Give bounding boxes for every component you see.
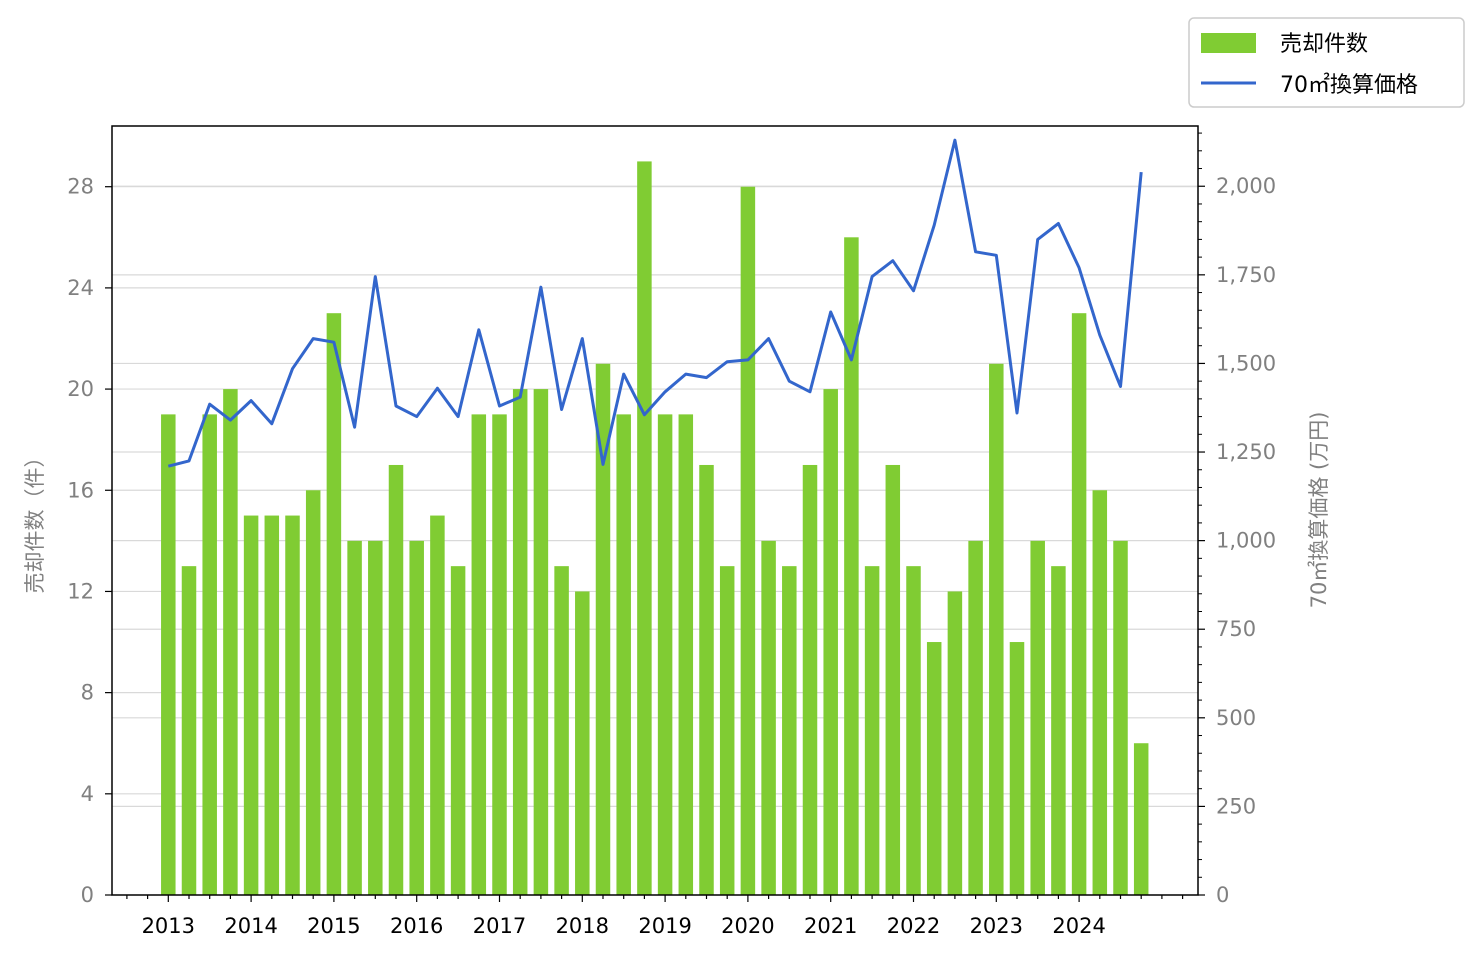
x-tick-label: 2013: [142, 914, 195, 938]
bar: [719, 566, 735, 895]
x-tick-label: 2014: [224, 914, 277, 938]
bar: [181, 566, 197, 895]
y-left-tick-label: 8: [81, 681, 94, 705]
bar: [989, 363, 1004, 895]
y-left-tick-label: 0: [81, 883, 94, 907]
legend-line-label: 70㎡換算価格: [1280, 72, 1418, 98]
bar: [1133, 743, 1149, 895]
bar: [1071, 313, 1087, 895]
legend-bar-label: 売却件数: [1280, 32, 1368, 57]
bar: [409, 540, 424, 895]
bar: [388, 464, 404, 895]
bar: [823, 389, 838, 895]
bar: [761, 540, 776, 895]
bar: [926, 642, 942, 895]
x-tick-label: 2023: [970, 914, 1023, 938]
bar: [305, 490, 321, 895]
bar: [202, 414, 217, 895]
bar: [802, 464, 818, 895]
x-tick-label: 2015: [307, 914, 360, 938]
y-right-tick-label: 750: [1216, 617, 1256, 641]
y-right-tick-label: 1,750: [1216, 263, 1276, 287]
x-tick-label: 2016: [390, 914, 443, 938]
bar: [968, 540, 983, 895]
bar: [347, 540, 362, 895]
legend-bar-swatch: [1201, 33, 1256, 53]
x-tick-label: 2022: [887, 914, 940, 938]
bar: [1051, 566, 1066, 895]
y-axis-left: 0 4 8 12 16 20 24 28: [67, 175, 112, 907]
x-tick-label: 2020: [721, 914, 774, 938]
y-axis-left-label: 売却件数（件）: [23, 447, 47, 594]
bar: [368, 540, 383, 895]
bar: [678, 414, 694, 895]
y-right-tick-label: 2,000: [1216, 174, 1276, 198]
bar: [637, 161, 652, 895]
legend-frame: [1188, 17, 1465, 108]
y-left-tick-label: 4: [81, 782, 94, 806]
bar: [285, 515, 300, 895]
bar: [450, 566, 466, 895]
y-right-tick-label: 0: [1216, 883, 1229, 907]
y-right-tick-label: 1,250: [1216, 440, 1276, 464]
bar: [864, 566, 880, 895]
y-left-tick-label: 24: [67, 276, 94, 300]
bar: [512, 389, 528, 895]
bar: [554, 566, 569, 895]
bar: [782, 566, 797, 895]
y-left-tick-label: 16: [67, 478, 94, 502]
y-right-tick-label: 500: [1216, 706, 1256, 730]
y-left-tick-label: 12: [67, 579, 94, 603]
bar: [885, 464, 901, 895]
bar-series: [161, 161, 1149, 896]
bar: [1009, 642, 1025, 895]
y-left-tick-label: 20: [67, 377, 94, 401]
bar: [657, 414, 673, 895]
price-line: [167, 138, 1143, 468]
bar: [699, 464, 714, 895]
bar: [595, 363, 611, 895]
y-axis-right: 0 250 500 750 1,000 1,250 1,500 1,750 2,000: [1198, 132, 1276, 907]
bar: [1030, 540, 1045, 895]
legend: 売却件数 70㎡換算価格: [1188, 17, 1465, 108]
x-axis: 2013 2014 2015 2016 2017 2018 2019 2020 2021 2022…: [126, 895, 1184, 938]
bar: [1113, 540, 1128, 895]
bar: [844, 237, 859, 896]
bar: [326, 313, 342, 895]
y-right-tick-label: 250: [1216, 794, 1256, 818]
bar: [533, 389, 549, 895]
x-tick-label: 2024: [1052, 914, 1105, 938]
bar: [430, 515, 445, 895]
bar: [740, 186, 756, 896]
bar: [223, 389, 238, 895]
bar: [264, 515, 280, 895]
y-left-tick-label: 28: [67, 175, 94, 199]
bar: [161, 414, 176, 895]
bar: [947, 591, 963, 895]
bar: [492, 414, 507, 895]
bar: [575, 591, 590, 895]
x-tick-label: 2021: [804, 914, 857, 938]
y-right-tick-label: 1,000: [1216, 529, 1276, 553]
bar: [616, 414, 631, 895]
x-tick-label: 2017: [473, 914, 526, 938]
bar: [906, 566, 921, 895]
x-tick-label: 2019: [638, 914, 691, 938]
bar: [1092, 490, 1108, 895]
x-tick-label: 2018: [556, 914, 609, 938]
plot-frame: [111, 125, 1199, 896]
line-series: [167, 138, 1143, 468]
y-axis-right-label: 70㎡換算価格 (万円): [1307, 412, 1331, 609]
y-right-tick-label: 1,500: [1216, 351, 1276, 375]
bar: [243, 515, 259, 895]
bar: [471, 414, 487, 895]
